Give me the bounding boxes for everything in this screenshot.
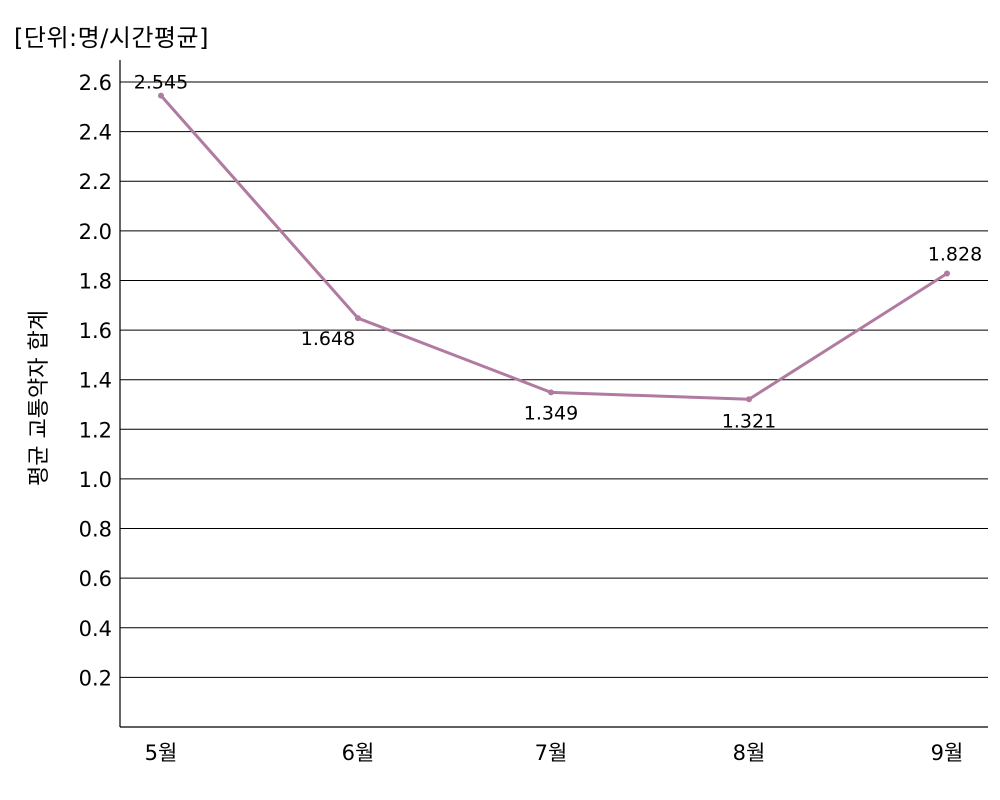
data-label: 2.545 — [134, 72, 188, 94]
series-line-group — [158, 92, 950, 403]
data-point — [355, 315, 361, 322]
y-tick-label: 0.6 — [79, 567, 112, 591]
data-point — [944, 270, 950, 277]
x-tick-label: 5월 — [145, 741, 178, 765]
x-tick-label: 9월 — [931, 741, 964, 765]
x-tick-label: 6월 — [342, 741, 375, 765]
y-tick-label: 2.0 — [79, 220, 112, 244]
gridlines — [120, 81, 988, 678]
y-tick-label: 0.2 — [79, 666, 112, 690]
y-tick-labels: 0.2 0.4 0.6 0.8 1.0 1.2 1.4 1.6 1.8 2.0 2.2 2.4 2.6 — [79, 71, 112, 690]
y-tick-label: 2.4 — [79, 121, 112, 145]
y-tick-label: 2.2 — [79, 170, 112, 194]
y-tick-label: 1.2 — [79, 418, 112, 442]
data-point — [158, 92, 164, 99]
data-label: 1.349 — [524, 402, 578, 424]
unit-label: [단위:명/시간평균] — [14, 24, 209, 52]
y-tick-label: 0.8 — [79, 518, 112, 542]
y-tick-label: 1.8 — [79, 269, 112, 293]
data-point — [548, 389, 554, 396]
y-tick-label: 0.4 — [79, 617, 112, 641]
y-tick-label: 1.4 — [79, 369, 112, 393]
y-axis-label: 평균 교통약자 합계 — [27, 310, 52, 486]
series-line — [159, 94, 948, 401]
x-tick-label: 7월 — [535, 741, 568, 765]
y-tick-label: 1.0 — [79, 468, 112, 492]
data-point — [746, 396, 752, 403]
x-tick-label: 8월 — [733, 741, 766, 765]
y-tick-label: 1.6 — [79, 319, 112, 343]
data-label: 1.321 — [722, 410, 776, 432]
data-label: 1.828 — [928, 244, 982, 266]
x-tick-labels: 5월 6월 7월 8월 9월 — [145, 741, 964, 765]
data-labels: 2.545 1.648 1.349 1.321 1.828 — [134, 72, 982, 433]
y-tick-label: 2.6 — [79, 71, 112, 95]
data-label: 1.648 — [301, 328, 355, 350]
